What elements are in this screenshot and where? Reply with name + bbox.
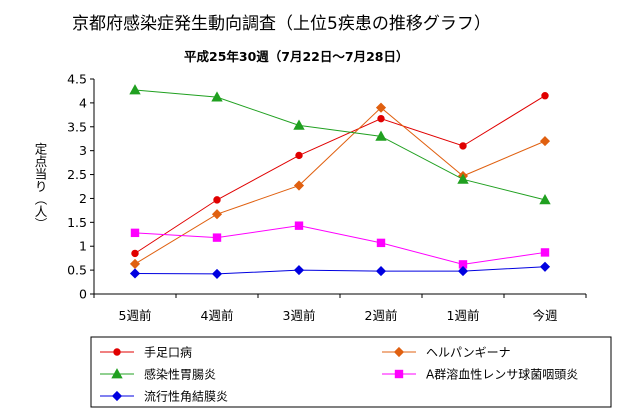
data-point (540, 248, 550, 257)
data-point (539, 136, 551, 147)
legend-label: 手足口病 (144, 345, 192, 360)
data-point (375, 130, 387, 141)
data-point (295, 151, 303, 160)
data-point (375, 266, 387, 277)
y-tick-label: 3.5 (67, 119, 87, 134)
data-point (129, 258, 141, 269)
legend-label: 流行性角結膜炎 (144, 390, 228, 404)
y-tick-label: 2.5 (67, 167, 87, 182)
legend-marker (113, 348, 121, 356)
series-line (134, 89, 546, 201)
legend-marker (393, 346, 405, 358)
y-tick-label: 4 (79, 95, 87, 110)
data-point (376, 238, 386, 248)
series-4 (130, 221, 550, 269)
legend-item: 感染性胃腸炎 (100, 367, 216, 382)
y-tick-label: 0.5 (67, 263, 87, 278)
legend-box (90, 336, 612, 408)
data-point (457, 266, 469, 277)
y-tick-label: 3 (79, 143, 87, 158)
x-tick-label: 今週 (532, 308, 558, 323)
data-point (539, 261, 551, 272)
data-point (211, 209, 223, 220)
y-tick-label: 2 (79, 191, 87, 206)
chart-title: 京都府感染症発生動向調査（上位5疾患の推移グラフ） (72, 14, 491, 34)
series-3 (129, 84, 551, 205)
data-point (213, 196, 221, 204)
y-tick-label: 0 (79, 287, 87, 302)
data-point (539, 194, 551, 205)
data-point (130, 228, 140, 238)
legend-label: A群溶血性レンサ球菌咽頭炎 (426, 367, 578, 382)
data-point (293, 119, 305, 130)
series-line (134, 266, 546, 275)
series-line (134, 95, 546, 254)
y-tick-label: 1.5 (67, 215, 87, 230)
series-1 (131, 92, 549, 258)
data-point (293, 265, 305, 276)
series-line (134, 225, 546, 265)
legend-marker (394, 369, 404, 379)
legend-item: 流行性角結膜炎 (100, 390, 228, 404)
series-5 (129, 261, 551, 279)
data-point (293, 180, 305, 191)
data-point (129, 268, 141, 279)
data-point (459, 142, 467, 150)
y-axis-label: 定点当り（人） (33, 141, 48, 230)
data-point (377, 114, 385, 123)
x-tick-label: 3週前 (283, 308, 316, 323)
data-point (131, 249, 139, 258)
legend-marker (111, 390, 123, 402)
chart-subtitle: 平成25年30週（7月22日～7月28日） (184, 49, 408, 64)
x-tick-label: 2週前 (365, 308, 398, 323)
legend-label: 感染性胃腸炎 (144, 367, 216, 382)
data-point (375, 102, 387, 113)
y-tick-label: 1 (79, 239, 87, 254)
x-tick-label: 4週前 (201, 308, 234, 323)
legend-label: ヘルパンギーナ (426, 346, 511, 360)
data-point (129, 84, 141, 95)
legend-item: A群溶血性レンサ球菌咽頭炎 (382, 367, 578, 382)
x-tick-label: 5週前 (119, 308, 152, 323)
data-point (211, 268, 223, 279)
legend-marker (111, 368, 123, 379)
legend-item: ヘルパンギーナ (382, 346, 511, 360)
y-tick-label: 4.5 (67, 72, 87, 87)
data-point (212, 233, 222, 242)
data-point (211, 91, 223, 102)
legend-item: 手足口病 (100, 345, 192, 360)
data-point (541, 92, 549, 100)
data-point (457, 173, 469, 184)
x-ticks: 5週前 4週前 3週前 2週前 1週前 今週 (93, 294, 587, 323)
series-layer (129, 84, 551, 279)
x-tick-label: 1週前 (447, 308, 480, 323)
data-point (294, 221, 304, 230)
series-2 (129, 102, 551, 269)
y-ticks: 0 0.5 1 1.5 2 2.5 3 3.5 4 4.5 (67, 72, 94, 302)
series-line (134, 106, 546, 265)
